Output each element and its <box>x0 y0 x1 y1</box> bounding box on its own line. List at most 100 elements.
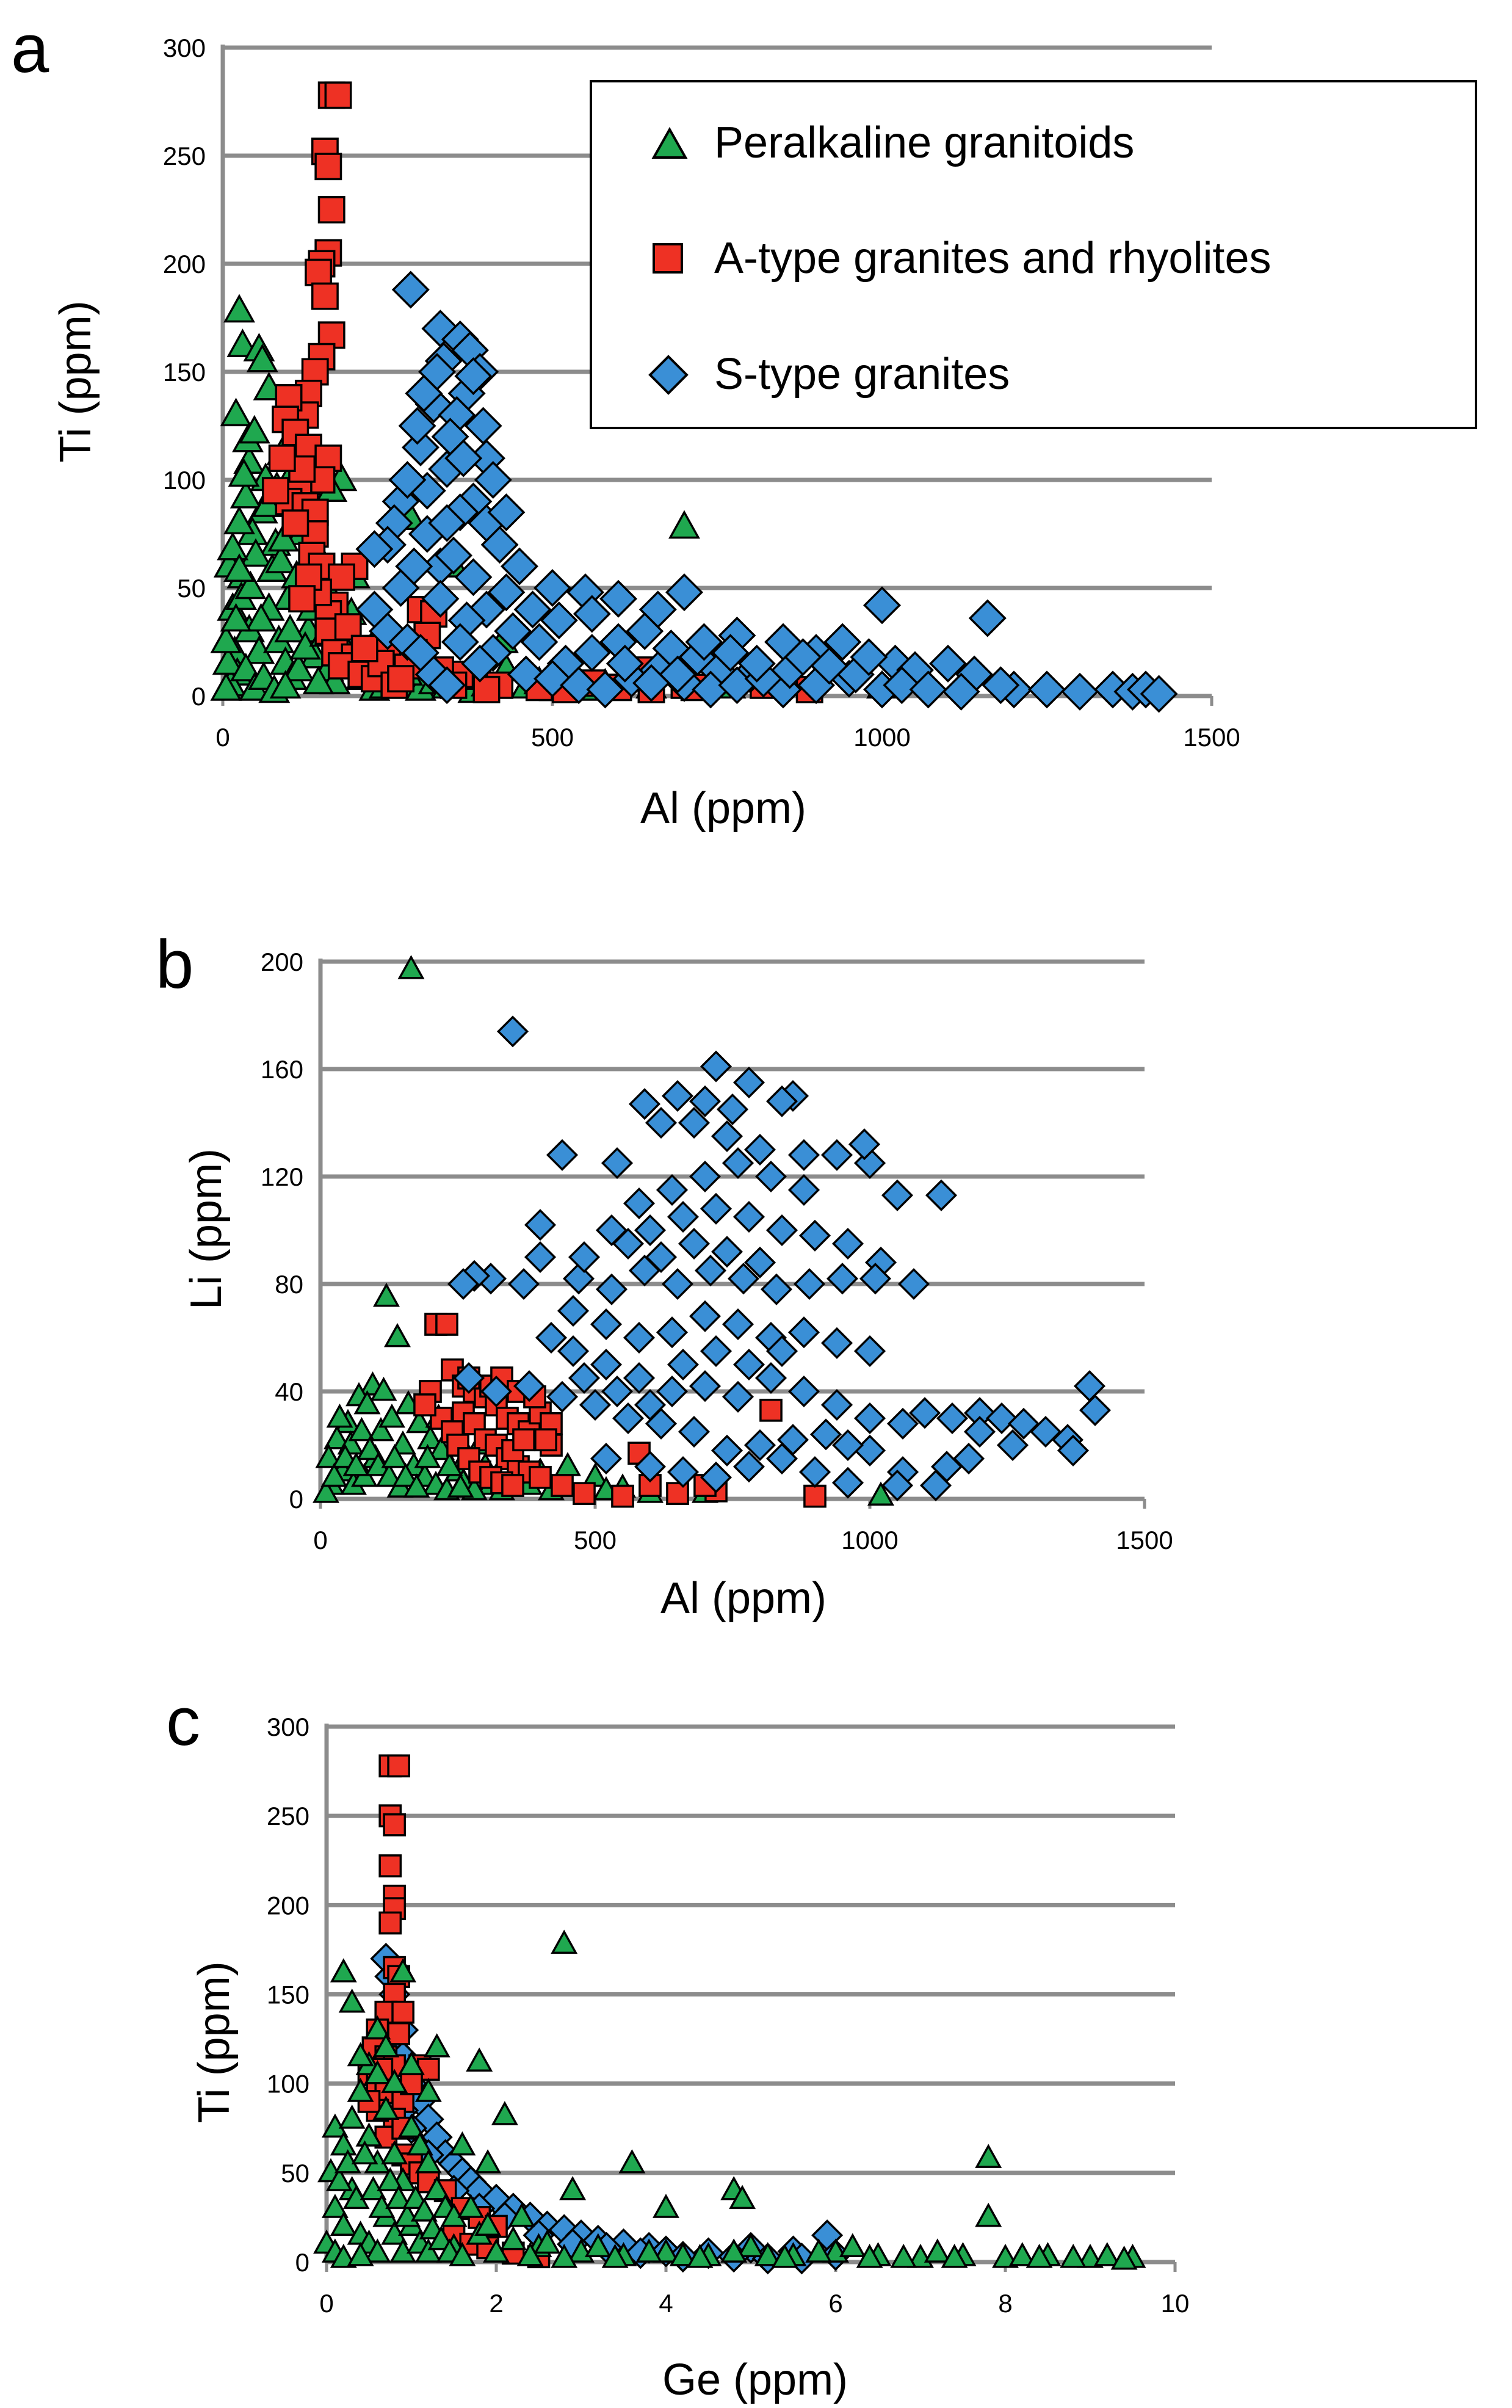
triangle-data-point <box>347 2242 374 2266</box>
triangle-data-point <box>601 2244 629 2268</box>
triangle-data-point <box>653 2194 679 2218</box>
diamond-data-point <box>754 1160 787 1193</box>
diamond-data-point <box>496 1015 529 1048</box>
diamond-data-point <box>850 638 888 676</box>
y-tick-label: 80 <box>275 1270 303 1299</box>
y-tick-label: 200 <box>267 1891 309 1920</box>
x-tick-label: 0 <box>215 723 230 752</box>
triangle-data-point <box>1077 2244 1104 2268</box>
panel-c-y-ticks: 0 50 100 150 200 250 300 <box>267 1713 309 2277</box>
diamond-data-point <box>480 1375 513 1408</box>
diamond-data-point <box>628 1088 661 1120</box>
triangle-data-point <box>372 2095 400 2120</box>
diamond-data-point <box>689 1160 722 1193</box>
square-data-point <box>383 1813 407 1837</box>
triangle-data-point <box>347 2042 374 2067</box>
diamond-data-point <box>732 1451 765 1483</box>
diamond-data-point <box>700 1461 732 1493</box>
diamond-data-point <box>590 1442 623 1475</box>
diamond-data-point <box>535 1321 568 1354</box>
square-data-point <box>314 153 342 181</box>
square-data-point <box>305 258 333 286</box>
triangle-data-point <box>238 415 270 444</box>
triangle-data-point <box>924 2238 951 2263</box>
panel-a-x-axis-label: Al (ppm) <box>640 784 806 833</box>
diamond-data-point <box>727 1263 760 1295</box>
triangle-data-point <box>516 2242 544 2266</box>
diamond-data-point <box>634 1388 667 1421</box>
diamond-data-point <box>689 1370 722 1402</box>
diamond-data-point <box>678 1227 711 1260</box>
x-tick-label: 1000 <box>841 1526 898 1554</box>
diamond-data-point <box>754 1362 787 1394</box>
diamond-data-point <box>534 659 571 698</box>
panel-a-data-points <box>210 81 1178 713</box>
triangle-data-point <box>324 1425 350 1449</box>
diamond-data-point <box>464 407 502 445</box>
legend-square-icon <box>653 243 683 274</box>
diamond-data-point <box>507 655 545 694</box>
triangle-data-point <box>992 2244 1019 2268</box>
triangle-data-point <box>228 458 260 487</box>
square-data-point <box>327 563 355 591</box>
triangle-data-point <box>1060 2244 1087 2268</box>
diamond-data-point <box>573 634 611 672</box>
triangle-data-point <box>410 2197 438 2222</box>
diamond-data-point <box>579 1388 612 1421</box>
panel-b-x-ticks: 0 500 1000 1500 <box>313 1526 1173 1554</box>
square-data-point <box>391 2000 414 2024</box>
square-data-point <box>472 675 501 703</box>
diamond-data-point <box>1140 675 1178 713</box>
triangle-data-point <box>378 1403 405 1428</box>
x-tick-label: 500 <box>531 723 574 752</box>
triangle-data-point <box>729 2185 756 2210</box>
triangle-data-point <box>466 2047 493 2072</box>
diamond-data-point <box>634 1451 667 1483</box>
triangle-data-point <box>559 2175 587 2200</box>
diamond-data-point <box>560 666 598 705</box>
diamond-data-point <box>546 1139 579 1171</box>
triangle-data-point <box>338 1988 366 2013</box>
diamond-data-point <box>665 573 703 612</box>
diamond-data-point <box>722 1147 754 1180</box>
diamond-data-point <box>507 1267 540 1300</box>
y-tick-label: 0 <box>289 1485 303 1514</box>
diamond-data-point <box>798 1456 831 1489</box>
x-tick-label: 1000 <box>853 723 910 752</box>
diamond-data-point <box>700 1192 732 1225</box>
diamond-data-point <box>1028 670 1066 709</box>
diamond-data-point <box>557 1335 590 1368</box>
triangle-data-point <box>326 1403 353 1428</box>
diamond-data-point <box>447 1267 480 1300</box>
diamond-data-point <box>765 1085 798 1117</box>
triangle-data-point <box>551 2244 578 2268</box>
triangle-data-point <box>839 2233 866 2258</box>
diamond-data-point <box>428 666 466 705</box>
triangle-data-point <box>385 2185 413 2210</box>
triangle-data-point <box>483 2238 510 2263</box>
triangle-data-point <box>414 1443 441 1468</box>
x-tick-label: 2 <box>489 2289 503 2318</box>
triangle-data-point <box>584 2233 612 2258</box>
triangle-data-point <box>220 603 252 632</box>
diamond-data-point <box>645 1106 678 1139</box>
diamond-data-point <box>562 1263 595 1295</box>
triangle-data-point <box>230 479 262 509</box>
diamond-data-point <box>667 1456 700 1489</box>
diamond-data-point <box>678 1106 711 1139</box>
legend-triangle-icon <box>651 126 688 159</box>
diamond-data-point <box>985 1402 1018 1435</box>
square-data-point <box>435 1313 458 1336</box>
diamond-data-point <box>881 1179 914 1211</box>
triangle-data-point <box>406 1409 433 1434</box>
panel-a-x-ticks: 0 500 1000 1500 <box>215 723 1240 752</box>
triangle-data-point <box>406 2131 433 2156</box>
diamond-data-point <box>809 1418 842 1451</box>
x-tick-label: 500 <box>574 1526 617 1554</box>
diamond-data-point <box>601 1147 634 1180</box>
diamond-data-point <box>909 670 947 709</box>
square-data-point <box>666 1482 689 1506</box>
triangle-data-point <box>491 2101 518 2125</box>
diamond-data-point <box>831 1467 864 1499</box>
